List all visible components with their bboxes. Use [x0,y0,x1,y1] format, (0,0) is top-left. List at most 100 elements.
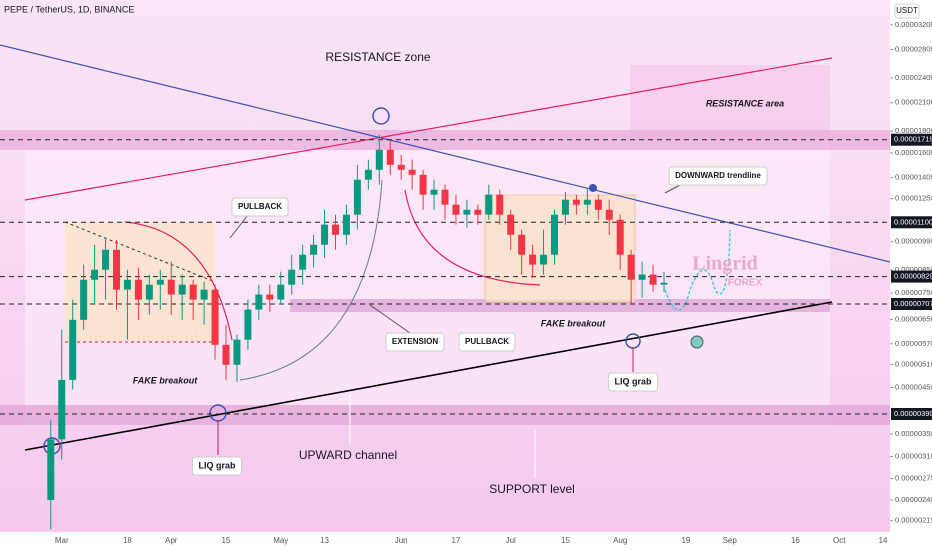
arrow [404,189,541,286]
candle-body [529,254,537,265]
candle-body [386,149,394,165]
candle-body [80,279,88,320]
price-label-box [891,297,932,310]
y-tick-label: 0.00001400 [895,173,932,182]
price-label: 0.00001100 [894,217,932,226]
candle-body [660,282,668,285]
x-tick-label: Mar [55,536,69,545]
candle-body [332,224,339,235]
marker [589,184,597,192]
candle-body [189,284,197,300]
annotation-box [458,332,516,352]
candle-body [255,294,263,310]
candle-body [583,199,591,205]
candle-body [299,254,307,270]
candle-body [496,194,504,215]
annotation: LIQ grab [198,460,236,470]
candle-body [430,189,438,195]
annotation-box [607,372,659,392]
chart-title: PEPE / TetherUS, 1D, BINANCE [4,4,134,14]
y-tick-label: 0.00000650 [895,315,932,324]
candle-body [561,199,569,215]
x-tick-label: Apr [165,536,178,545]
candle-body [441,189,449,205]
candle-body [288,269,296,285]
annotation: RESISTANCE area [706,98,784,108]
candle-body [178,284,186,295]
candle-body [113,249,120,290]
upper-channel-line [24,57,833,201]
price-label-box [891,216,932,229]
y-tick-label: 0.00001800 [895,126,932,135]
candle-body [616,219,624,255]
y-tick-label: 0.00001250 [895,194,932,203]
candle-body [200,289,208,300]
candle-body [397,164,405,170]
y-tick-label: 0.00000450 [895,383,932,392]
candle-body [627,254,635,280]
price-label: 0.00000390 [894,409,932,418]
candle-body [353,179,361,215]
currency: USDT [896,6,918,15]
x-tick-label: 19 [681,536,690,545]
y-tick-label: 0.00001600 [895,148,932,157]
y-tick-label: 0.00002400 [895,73,932,82]
y-tick-label: 0.00000850 [895,265,932,274]
x-tick-label: 18 [123,536,132,545]
candle-body [342,214,350,235]
leader [229,214,249,239]
support-band [290,299,830,312]
annotation-box [191,456,243,476]
candle-body [321,224,329,245]
y-tick-label: 0.00000310 [895,451,932,460]
candle-body [474,209,482,215]
y-tick-label: 0.00000275 [895,474,932,483]
currency-box [894,3,920,19]
price-label: 0.00000820 [894,272,932,281]
watermark: FOREX [728,278,763,289]
annotation: PULLBACK [465,337,509,346]
candle-body [572,199,580,205]
y-tick-label: 0.00002800 [895,45,932,54]
candle-body [540,254,548,265]
annotation-box [385,332,445,352]
candle-body [266,294,274,300]
candle-body [47,439,55,500]
candle-body [518,234,526,255]
pattern-line [64,221,216,283]
candle-body [167,279,175,295]
y-tick-label: 0.00000570 [895,339,932,348]
y-tick-label: 0.00000350 [895,429,932,438]
y-tick-label: 0.00003200 [895,20,932,29]
x-tick-label: 16 [791,536,800,545]
candle-body [277,284,285,300]
candle-body [211,289,219,345]
candle-body [551,214,558,255]
price-label: 0.00000707 [894,299,932,308]
leader [369,304,411,334]
candle-body [134,279,142,300]
leader [664,184,681,194]
x-tick-label: May [273,536,288,545]
x-tick-label: 14 [879,536,888,545]
annotation: UPWARD channel [299,448,397,462]
price-label-box [891,270,932,283]
resistance-area [630,65,830,140]
arrow [124,221,233,341]
support-band [0,405,890,425]
icon [690,335,704,349]
price-label: 0.00001719 [894,135,932,144]
candle-body [244,309,252,340]
price-label-box [891,407,932,420]
candle-body [310,244,318,255]
candle-body [594,199,602,210]
annotation: FAKE breakout [133,375,199,385]
x-tick-label: Oct [833,536,846,545]
candle-body [419,174,427,195]
annotation: LIQ grab [614,376,652,386]
x-tick-label: 13 [320,536,329,545]
x-tick-label: 15 [222,536,231,545]
candle-body [638,274,646,280]
arrow [239,179,383,381]
annotation: PULLBACK [238,202,282,211]
